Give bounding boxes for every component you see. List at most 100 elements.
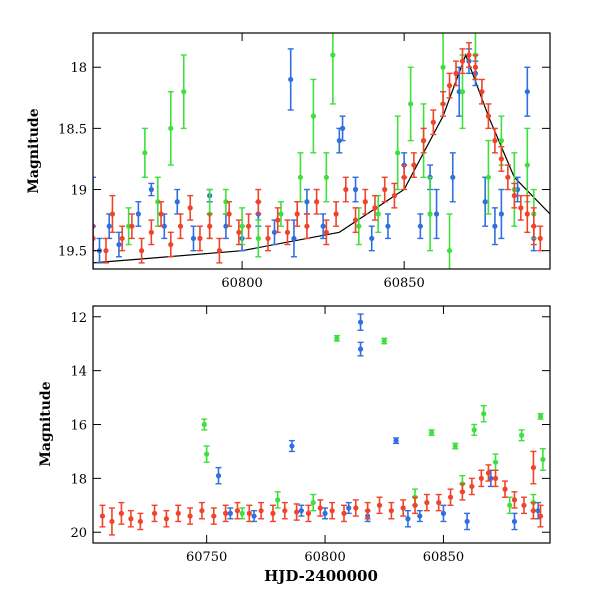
bottom-x-tick-label: 60750 — [186, 550, 227, 565]
bottom-series-2-point — [492, 469, 499, 488]
bottom-series-1-point — [333, 334, 340, 342]
bottom-series-2-point — [352, 499, 359, 517]
top-series-2-point — [446, 72, 453, 99]
top-series-0-point — [115, 231, 122, 258]
top-series-2-point — [138, 237, 145, 264]
top-series-2-point — [148, 219, 155, 246]
top-plot-frame — [92, 32, 551, 270]
top-series-2-point — [177, 213, 184, 240]
bottom-series-1-point — [506, 496, 513, 515]
top-series-1-point — [239, 207, 246, 246]
top-series-2-point — [109, 194, 116, 234]
top-series-1-point — [394, 115, 401, 191]
top-series-0-point — [271, 219, 278, 246]
bottom-series-0-point — [404, 509, 411, 528]
bottom-series-2-point — [388, 501, 395, 520]
top-series-2-point — [491, 127, 498, 154]
bottom-series-2-point — [478, 469, 485, 488]
bottom-series-2-point — [137, 512, 144, 531]
bottom-series-2-point — [502, 480, 509, 498]
bottom-series-1-point — [537, 413, 544, 420]
bottom-series-2-point — [376, 496, 383, 515]
bottom-series-0-point — [357, 313, 364, 331]
bottom-y-axis-label: Magnitude — [38, 381, 54, 466]
top-series-0-point — [449, 152, 456, 203]
top-series-2-point — [294, 201, 301, 227]
bottom-series-1-point — [381, 337, 388, 345]
top-series-2-point — [226, 201, 233, 227]
bottom-series-0-point — [227, 507, 234, 520]
top-series-2-point — [420, 127, 427, 154]
bottom-series-2-point — [234, 501, 241, 520]
bottom-series-2-point — [511, 491, 518, 509]
bottom-x-tick-label: 60850 — [423, 550, 464, 565]
top-series-0-point — [368, 225, 375, 252]
bottom-series-0-point — [357, 341, 364, 357]
bottom-series-2-point — [447, 488, 454, 506]
top-series-2-point — [313, 188, 320, 215]
bottom-panel: 60750 60800 60850 12 14 16 18 20 Magnitude HJD-… — [38, 305, 551, 585]
top-series-2-point — [530, 207, 537, 246]
top-series-2-point — [167, 231, 174, 258]
top-series-2-point — [196, 225, 203, 252]
top-series-0-point — [433, 188, 440, 240]
top-series-1-point — [407, 66, 414, 142]
top-series-1-point — [222, 188, 229, 215]
top-series-2-point — [119, 225, 126, 252]
top-y-tick-label: 18 — [70, 61, 87, 76]
top-series-1-point — [355, 207, 362, 246]
bottom-series-2-point — [293, 503, 300, 521]
top-series-1-point — [446, 213, 453, 269]
bottom-series-1-point — [310, 493, 317, 512]
top-series-2-point — [511, 182, 518, 209]
top-series-2-point — [517, 194, 524, 221]
top-series-1-point — [277, 201, 284, 227]
top-series-2-point — [284, 219, 291, 246]
top-series-1-point — [329, 33, 336, 105]
top-series-2-point — [453, 60, 460, 87]
bottom-series-1-point — [480, 404, 487, 423]
bottom-series-2-point — [222, 504, 229, 523]
top-series-0-point — [190, 225, 197, 252]
top-series-1-point — [297, 152, 304, 203]
top-series-0-point — [498, 188, 505, 240]
bottom-series-2-point — [423, 493, 430, 512]
bottom-series-0-point — [345, 501, 352, 515]
top-series-2-point — [485, 103, 492, 130]
bottom-series-1-point — [239, 507, 246, 520]
bottom-series-0-point — [440, 504, 447, 523]
bottom-plot-frame — [92, 305, 551, 544]
bottom-y-tick-label: 16 — [70, 419, 87, 434]
bottom-series-0-point — [298, 504, 305, 517]
top-series-2-point — [255, 188, 262, 215]
bottom-series-2-point — [258, 501, 265, 520]
bottom-series-0-point — [322, 507, 329, 520]
top-series-1-point — [375, 194, 382, 234]
bottom-series-2-point — [530, 501, 537, 520]
top-series-0-point — [384, 213, 391, 240]
top-series-2-point — [303, 213, 310, 240]
bottom-series-1-point — [518, 429, 525, 442]
top-x-tick-label: 60800 — [221, 276, 262, 291]
top-series-1-point — [310, 78, 317, 154]
bottom-series-2-point — [127, 509, 134, 528]
bottom-series-2-point — [163, 509, 170, 528]
bottom-series-0-point — [511, 512, 518, 531]
top-series-0-point — [135, 201, 142, 227]
top-series-2-point — [206, 213, 213, 240]
bottom-series-2-point — [99, 504, 106, 528]
top-series-2-point — [401, 164, 408, 191]
bottom-series-1-point — [539, 448, 546, 471]
top-series-2-point — [235, 219, 242, 246]
top-series-2-point — [245, 213, 252, 240]
bottom-series-0-point — [288, 439, 295, 453]
top-series-0-point — [352, 176, 359, 203]
top-series-2-point — [265, 225, 272, 252]
bottom-series-1-point — [492, 453, 499, 471]
top-series-0-point — [290, 219, 297, 258]
top-series-2-point — [504, 164, 511, 191]
bottom-series-2-point — [305, 504, 312, 523]
top-series-0-point — [303, 188, 310, 215]
top-series-1-point — [323, 152, 330, 203]
